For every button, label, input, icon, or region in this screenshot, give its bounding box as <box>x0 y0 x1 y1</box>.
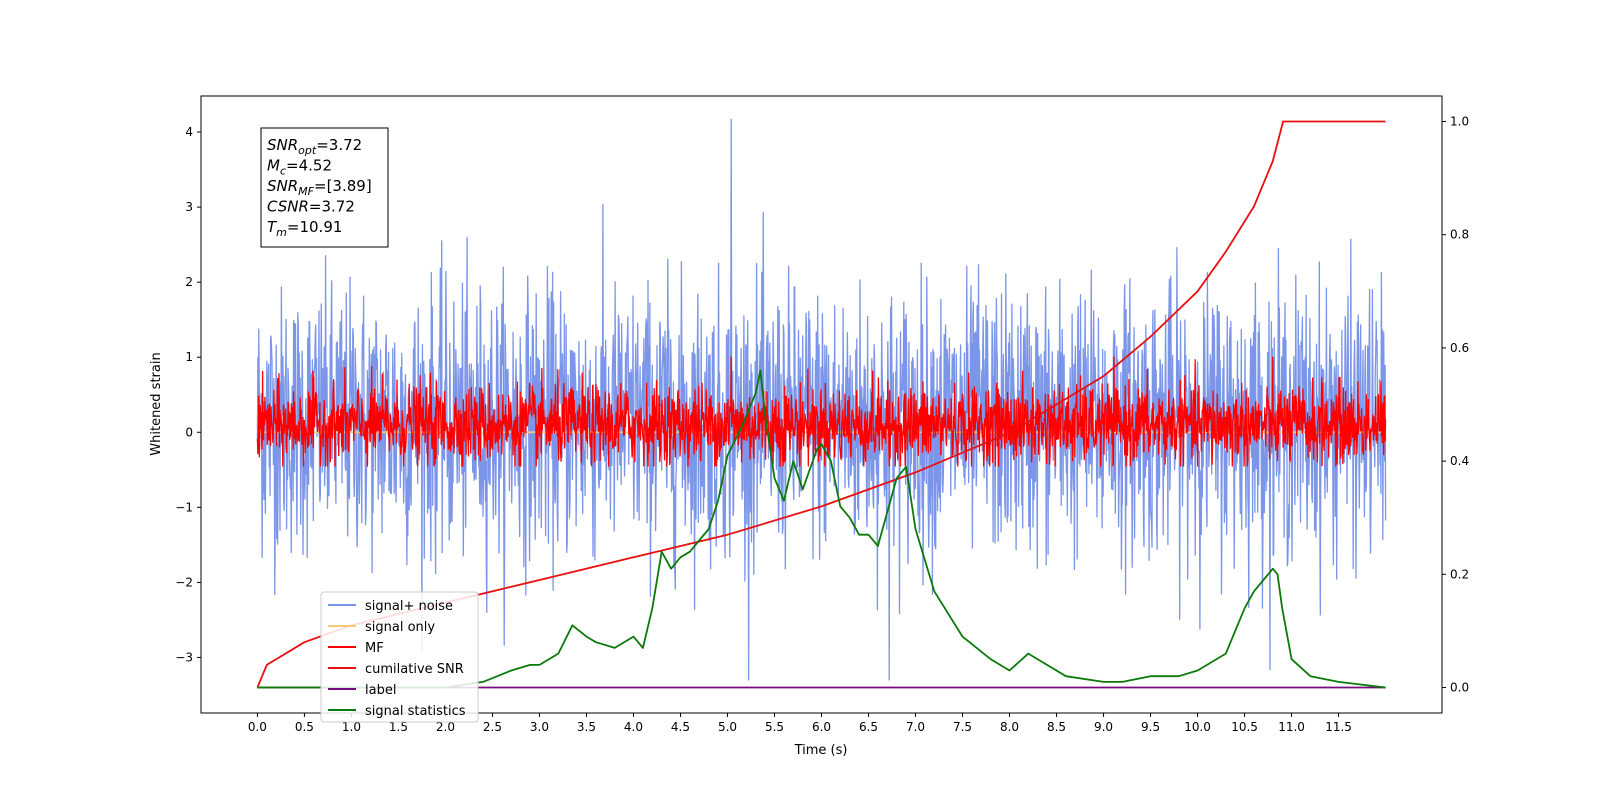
annotation-value: =10.91 <box>287 218 343 236</box>
annotation-value: =[3.89] <box>314 177 372 195</box>
x-tick-label: 6.5 <box>859 720 878 734</box>
x-tick-label: 0.5 <box>295 720 314 734</box>
annotation-symbol: T <box>267 218 278 236</box>
x-tick-label: 9.0 <box>1094 720 1113 734</box>
x-tick-label: 3.5 <box>577 720 596 734</box>
annotation-symbol: CSNR <box>267 198 309 216</box>
x-tick-label: 9.5 <box>1141 720 1160 734</box>
legend-label-signal-noise: signal+ noise <box>365 599 453 614</box>
y2-tick-label: 0.6 <box>1450 341 1469 355</box>
x-axis-ticks: 0.0 0.5 1.0 1.5 2.0 2.5 3.0 3.5 4.0 4.5 5.0 5.5 6.0 6… <box>248 713 1352 734</box>
metrics-annotation-box: SNRopt=3.72Mc=4.52SNRMF=[3.89]CSNR=3.72T… <box>260 127 389 248</box>
x-tick-label: 4.5 <box>671 720 690 734</box>
annotation-line: Mc=4.52 <box>267 157 332 178</box>
annotation-line: SNRopt=3.72 <box>267 136 362 157</box>
legend-label-cumilative-snr: cumilative SNR <box>365 662 464 677</box>
x-tick-label: 0.0 <box>248 720 267 734</box>
x-tick-label: 2.5 <box>483 720 502 734</box>
y-tick-label: −3 <box>175 650 193 664</box>
x-tick-label: 10.5 <box>1231 720 1258 734</box>
x-tick-label: 1.0 <box>342 720 361 734</box>
y-tick-label: −2 <box>175 575 193 589</box>
y-axis-ticks: −3 −2 −1 0 1 2 3 4 <box>175 125 201 664</box>
legend-label-mf: MF <box>365 641 384 656</box>
x-tick-label: 1.5 <box>389 720 408 734</box>
x-tick-label: 11.5 <box>1325 720 1352 734</box>
annotation-line: SNRMF=[3.89] <box>267 177 372 198</box>
x-tick-label: 8.0 <box>1000 720 1019 734</box>
annotation-value: =4.52 <box>286 157 332 175</box>
annotation-line: CSNR=3.72 <box>267 198 355 216</box>
series-line-mf <box>256 356 1387 467</box>
annotation-subscript: c <box>280 165 286 178</box>
annotation-line: Tm=10.91 <box>267 218 342 239</box>
y-tick-label: 4 <box>185 125 193 139</box>
y2-axis-ticks: 0.0 0.2 0.4 0.6 0.8 1.0 <box>1442 114 1469 695</box>
x-tick-label: 4.0 <box>624 720 643 734</box>
x-tick-label: 7.0 <box>906 720 925 734</box>
y2-tick-label: 0.0 <box>1450 681 1469 695</box>
x-tick-label: 2.0 <box>436 720 455 734</box>
x-tick-label: 11.0 <box>1278 720 1305 734</box>
y2-tick-label: 0.4 <box>1450 454 1469 468</box>
legend-label-label: label <box>365 683 396 698</box>
annotation-symbol: M <box>267 157 280 175</box>
y2-tick-label: 0.8 <box>1450 228 1469 242</box>
x-tick-label: 6.0 <box>812 720 831 734</box>
y-tick-label: 1 <box>185 350 193 364</box>
y-tick-label: 3 <box>185 200 193 214</box>
y-axis-label: Whitened strain <box>149 352 164 455</box>
legend-label-signal-statistics: signal statistics <box>365 704 466 719</box>
x-tick-label: 8.5 <box>1047 720 1066 734</box>
x-tick-label: 7.5 <box>953 720 972 734</box>
y2-tick-label: 1.0 <box>1450 114 1469 128</box>
annotation-subscript: MF <box>298 185 314 198</box>
x-axis-label: Time (s) <box>794 743 848 758</box>
y-tick-label: 0 <box>185 425 193 439</box>
y-tick-label: 2 <box>185 275 193 289</box>
annotation-symbol: SNR <box>267 136 298 154</box>
legend-label-signal-only: signal only <box>365 620 435 635</box>
series-line-signal-statistics <box>257 369 1386 689</box>
x-tick-label: 10.0 <box>1184 720 1211 734</box>
y2-tick-label: 0.2 <box>1450 567 1469 581</box>
legend: signal+ noise signal only MF cumilative SNR… <box>320 591 479 723</box>
legend-frame <box>320 591 479 723</box>
annotation-value: =3.72 <box>316 136 362 154</box>
x-tick-label: 3.0 <box>530 720 549 734</box>
annotation-symbol: SNR <box>267 177 298 195</box>
annotation-subscript: m <box>276 226 287 239</box>
annotation-value: =3.72 <box>309 198 355 216</box>
y-tick-label: −1 <box>175 500 193 514</box>
x-tick-label: 5.5 <box>765 720 784 734</box>
annotation-frame <box>260 127 389 248</box>
annotation-subscript: opt <box>298 144 317 157</box>
x-tick-label: 5.0 <box>718 720 737 734</box>
